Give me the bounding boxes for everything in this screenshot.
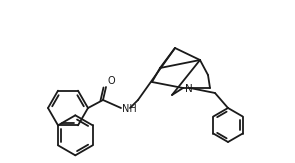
Text: O: O	[107, 76, 115, 86]
Text: NH: NH	[122, 104, 137, 114]
Text: N: N	[185, 84, 193, 94]
